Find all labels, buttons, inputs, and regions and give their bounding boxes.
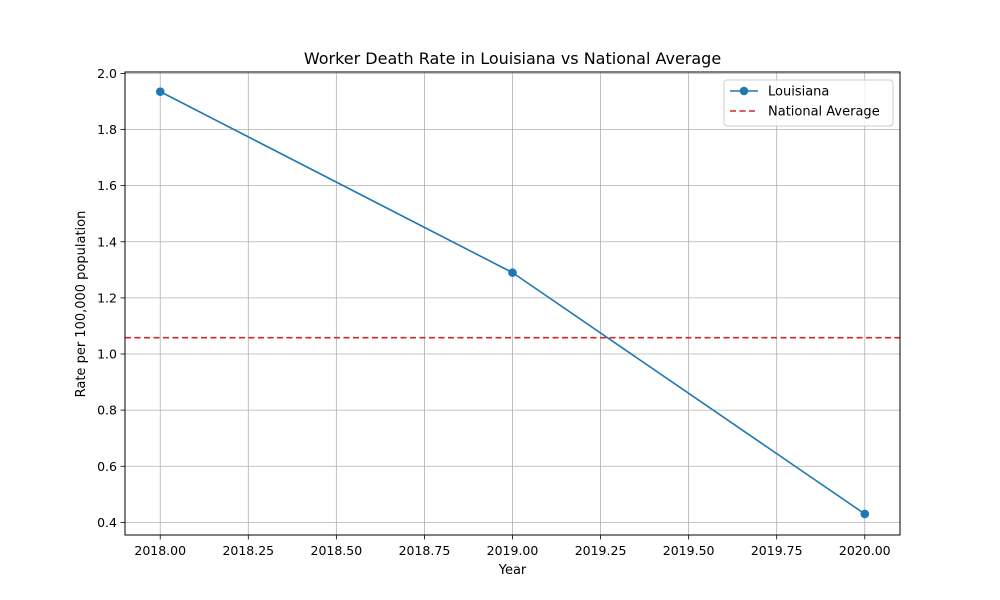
x-tick-label: 2018.25 bbox=[222, 543, 274, 558]
y-tick-label: 1.6 bbox=[97, 178, 117, 193]
y-tick-label: 2.0 bbox=[97, 66, 117, 81]
louisiana-point bbox=[508, 268, 517, 277]
y-axis-label: Rate per 100,000 population bbox=[74, 211, 89, 398]
plot-content bbox=[125, 87, 900, 519]
y-tick-label: 1.4 bbox=[97, 234, 117, 249]
x-axis-label: Year bbox=[498, 563, 527, 578]
louisiana-point bbox=[860, 509, 870, 519]
x-tick-label: 2019.00 bbox=[487, 543, 539, 558]
legend-box bbox=[723, 79, 894, 127]
louisiana-point bbox=[155, 87, 165, 96]
y-axis: 0.4 0.6 0.8 1.0 1.2 1.4 1.6 1.8 2.0 bbox=[97, 66, 125, 530]
legend-national-average-label: National Average bbox=[768, 105, 880, 120]
x-tick-label: 2018.75 bbox=[399, 543, 451, 558]
y-tick-label: 0.6 bbox=[97, 459, 117, 474]
y-tick-label: 1.8 bbox=[97, 122, 117, 137]
y-tick-label: 1.0 bbox=[97, 347, 117, 362]
x-axis: 2018.00 2018.25 2018.50 2018.75 2019.00 2019.… bbox=[134, 535, 891, 558]
legend: Louisiana National Average bbox=[723, 79, 894, 127]
legend-louisiana-label: Louisiana bbox=[768, 85, 829, 100]
y-tick-label: 1.2 bbox=[97, 290, 117, 305]
x-tick-label: 2018.50 bbox=[311, 543, 363, 558]
chart-title: Worker Death Rate in Louisiana vs Nation… bbox=[304, 49, 721, 68]
y-tick-label: 0.8 bbox=[97, 403, 117, 418]
legend-louisiana-marker bbox=[739, 86, 749, 96]
x-tick-label: 2020.00 bbox=[839, 543, 891, 558]
x-tick-label: 2019.50 bbox=[663, 543, 715, 558]
y-tick-label: 0.4 bbox=[97, 515, 117, 530]
grid bbox=[125, 72, 900, 535]
x-tick-label: 2019.75 bbox=[751, 543, 803, 558]
x-tick-label: 2019.25 bbox=[575, 543, 627, 558]
x-tick-label: 2018.00 bbox=[134, 543, 186, 558]
